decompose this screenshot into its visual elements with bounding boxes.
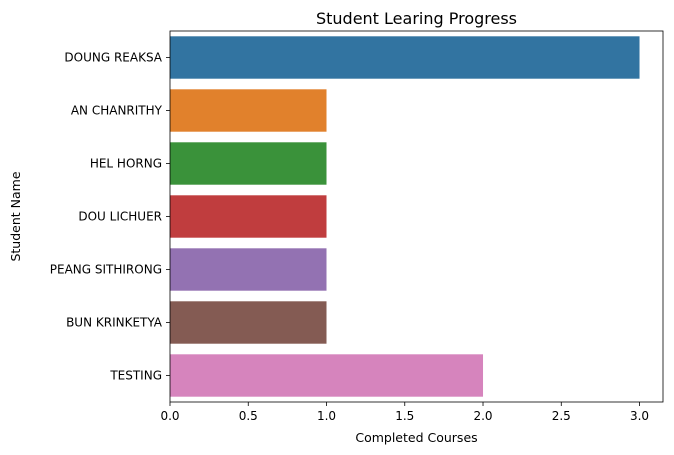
bar (170, 248, 327, 291)
x-tick-label: 0.0 (160, 409, 179, 423)
x-tick-label: 1.5 (395, 409, 414, 423)
bar (170, 301, 327, 344)
y-tick-label: BUN KRINKETYA (66, 316, 163, 330)
x-tick-label: 0.5 (239, 409, 258, 423)
y-tick-label: HEL HORNG (90, 157, 162, 171)
y-tick-label: AN CHANRITHY (71, 104, 163, 118)
plot-frame (169, 30, 664, 403)
y-tick-label: PEANG SITHIRONG (50, 263, 162, 277)
x-axis-label: Completed Courses (355, 430, 477, 445)
bar (170, 36, 640, 79)
bar (170, 354, 484, 397)
x-axis-ticks: 0.0 0.5 1.0 1.5 2.0 2.5 3.0 (160, 402, 649, 423)
y-axis-label: Student Name (8, 171, 23, 261)
x-tick-label: 2.0 (473, 409, 492, 423)
y-axis-ticks: DOUNG REAKSA AN CHANRITHY HEL HORNG DOU LIC… (50, 51, 170, 383)
bars-group (170, 36, 640, 397)
y-tick-label: DOU LICHUER (78, 210, 162, 224)
y-tick-label: TESTING (109, 369, 162, 383)
y-tick-label: DOUNG REAKSA (64, 51, 162, 65)
bar (170, 142, 327, 185)
bar (170, 195, 327, 238)
x-tick-label: 1.0 (317, 409, 336, 423)
x-tick-label: 3.0 (630, 409, 649, 423)
x-tick-label: 2.5 (552, 409, 571, 423)
bar (170, 89, 327, 132)
chart-title: Student Learing Progress (316, 9, 517, 28)
